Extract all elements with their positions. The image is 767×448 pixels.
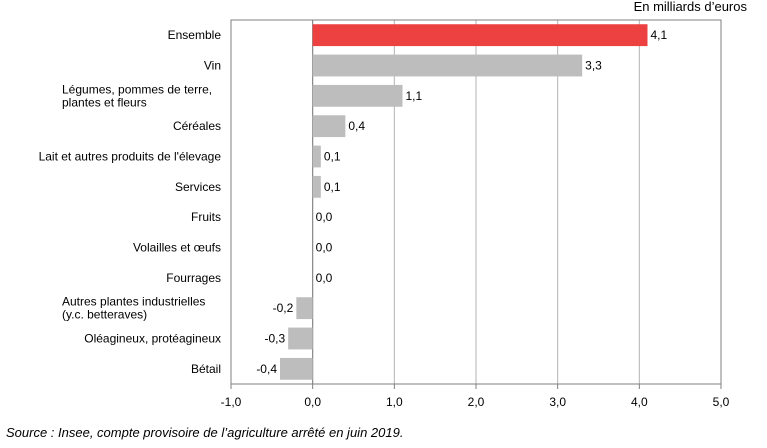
value-label-2: 1,1 — [406, 89, 423, 103]
bar-1 — [312, 54, 583, 77]
category-label-3: Céréales — [173, 119, 221, 133]
value-label-3: 0,4 — [348, 119, 365, 133]
value-label-11: -0,4 — [256, 362, 277, 376]
value-label-0: 4,1 — [651, 28, 668, 42]
x-tick-label-5: 4,0 — [631, 395, 648, 409]
x-tick-label-1: 0,0 — [304, 395, 321, 409]
category-label-2-line-0: Légumes, pommes de terre, — [62, 82, 212, 96]
value-label-6: 0,0 — [316, 210, 333, 224]
category-label-11: Bétail — [191, 362, 221, 376]
category-label-10: Oléagineux, protéagineux — [84, 332, 221, 346]
x-tick-label-2: 1,0 — [386, 395, 403, 409]
category-label-8: Fourrages — [166, 271, 221, 285]
category-label-1: Vin — [204, 59, 221, 73]
category-label-2-line-1: plantes et fleurs — [62, 95, 147, 109]
category-label-5: Services — [175, 180, 221, 194]
bar-2 — [312, 84, 403, 107]
category-label-7: Volailles et œufs — [133, 241, 221, 255]
value-label-1: 3,3 — [585, 59, 602, 73]
category-label-0: Ensemble — [168, 28, 222, 42]
bar-4 — [312, 145, 321, 168]
category-label-9-line-1: (y.c. betteraves) — [62, 308, 147, 322]
x-tick-label-4: 3,0 — [549, 395, 566, 409]
value-label-5: 0,1 — [324, 180, 341, 194]
value-label-8: 0,0 — [316, 271, 333, 285]
bar-3 — [312, 115, 346, 138]
x-tick-label-3: 2,0 — [468, 395, 485, 409]
category-label-9-line-0: Autres plantes industrielles — [62, 295, 205, 309]
value-label-9: -0,2 — [273, 301, 294, 315]
value-label-7: 0,0 — [316, 241, 333, 255]
bar-11 — [280, 357, 313, 380]
unit-label: En milliards d’euros — [633, 0, 747, 14]
x-tick-label-0: -1,0 — [221, 395, 242, 409]
bar-5 — [312, 175, 321, 198]
bar-9 — [296, 297, 313, 320]
value-label-10: -0,3 — [264, 332, 285, 346]
value-label-4: 0,1 — [324, 150, 341, 164]
source-note: Source : Insee, compte provisoire de l’a… — [6, 425, 404, 440]
x-tick-label-6: 5,0 — [713, 395, 730, 409]
category-label-4: Lait et autres produits de l'élevage — [39, 150, 222, 164]
category-label-6: Fruits — [191, 210, 221, 224]
bar-0 — [312, 24, 648, 47]
bar-10 — [288, 327, 313, 350]
